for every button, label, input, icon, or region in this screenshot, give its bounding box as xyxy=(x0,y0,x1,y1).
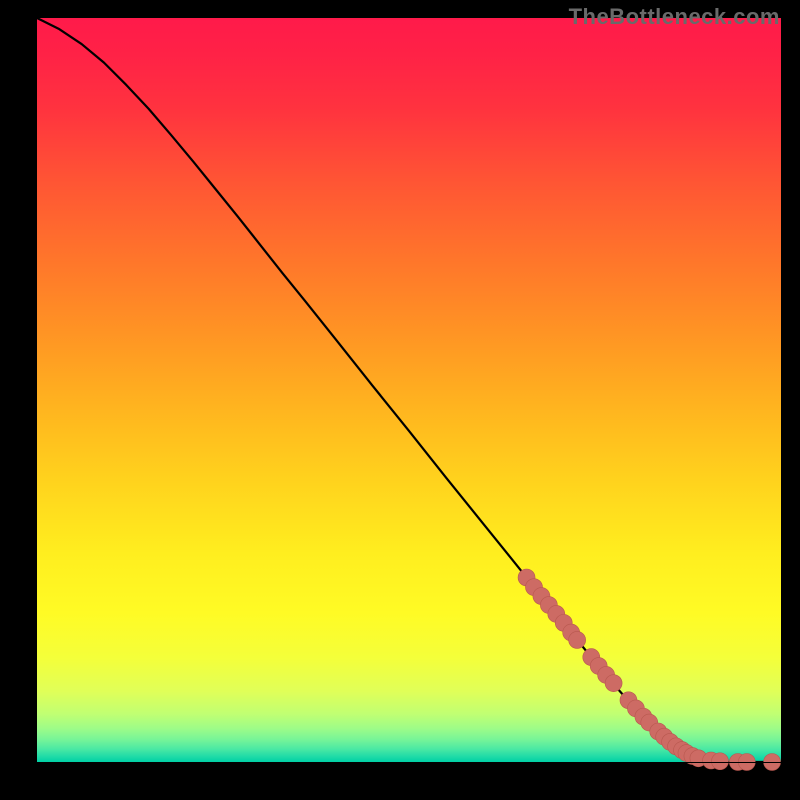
data-marker xyxy=(711,753,728,770)
bottleneck-chart xyxy=(0,0,800,800)
watermark-text: TheBottleneck.com xyxy=(569,4,780,30)
data-marker xyxy=(569,631,586,648)
plot-background xyxy=(37,18,781,762)
data-marker xyxy=(605,675,622,692)
